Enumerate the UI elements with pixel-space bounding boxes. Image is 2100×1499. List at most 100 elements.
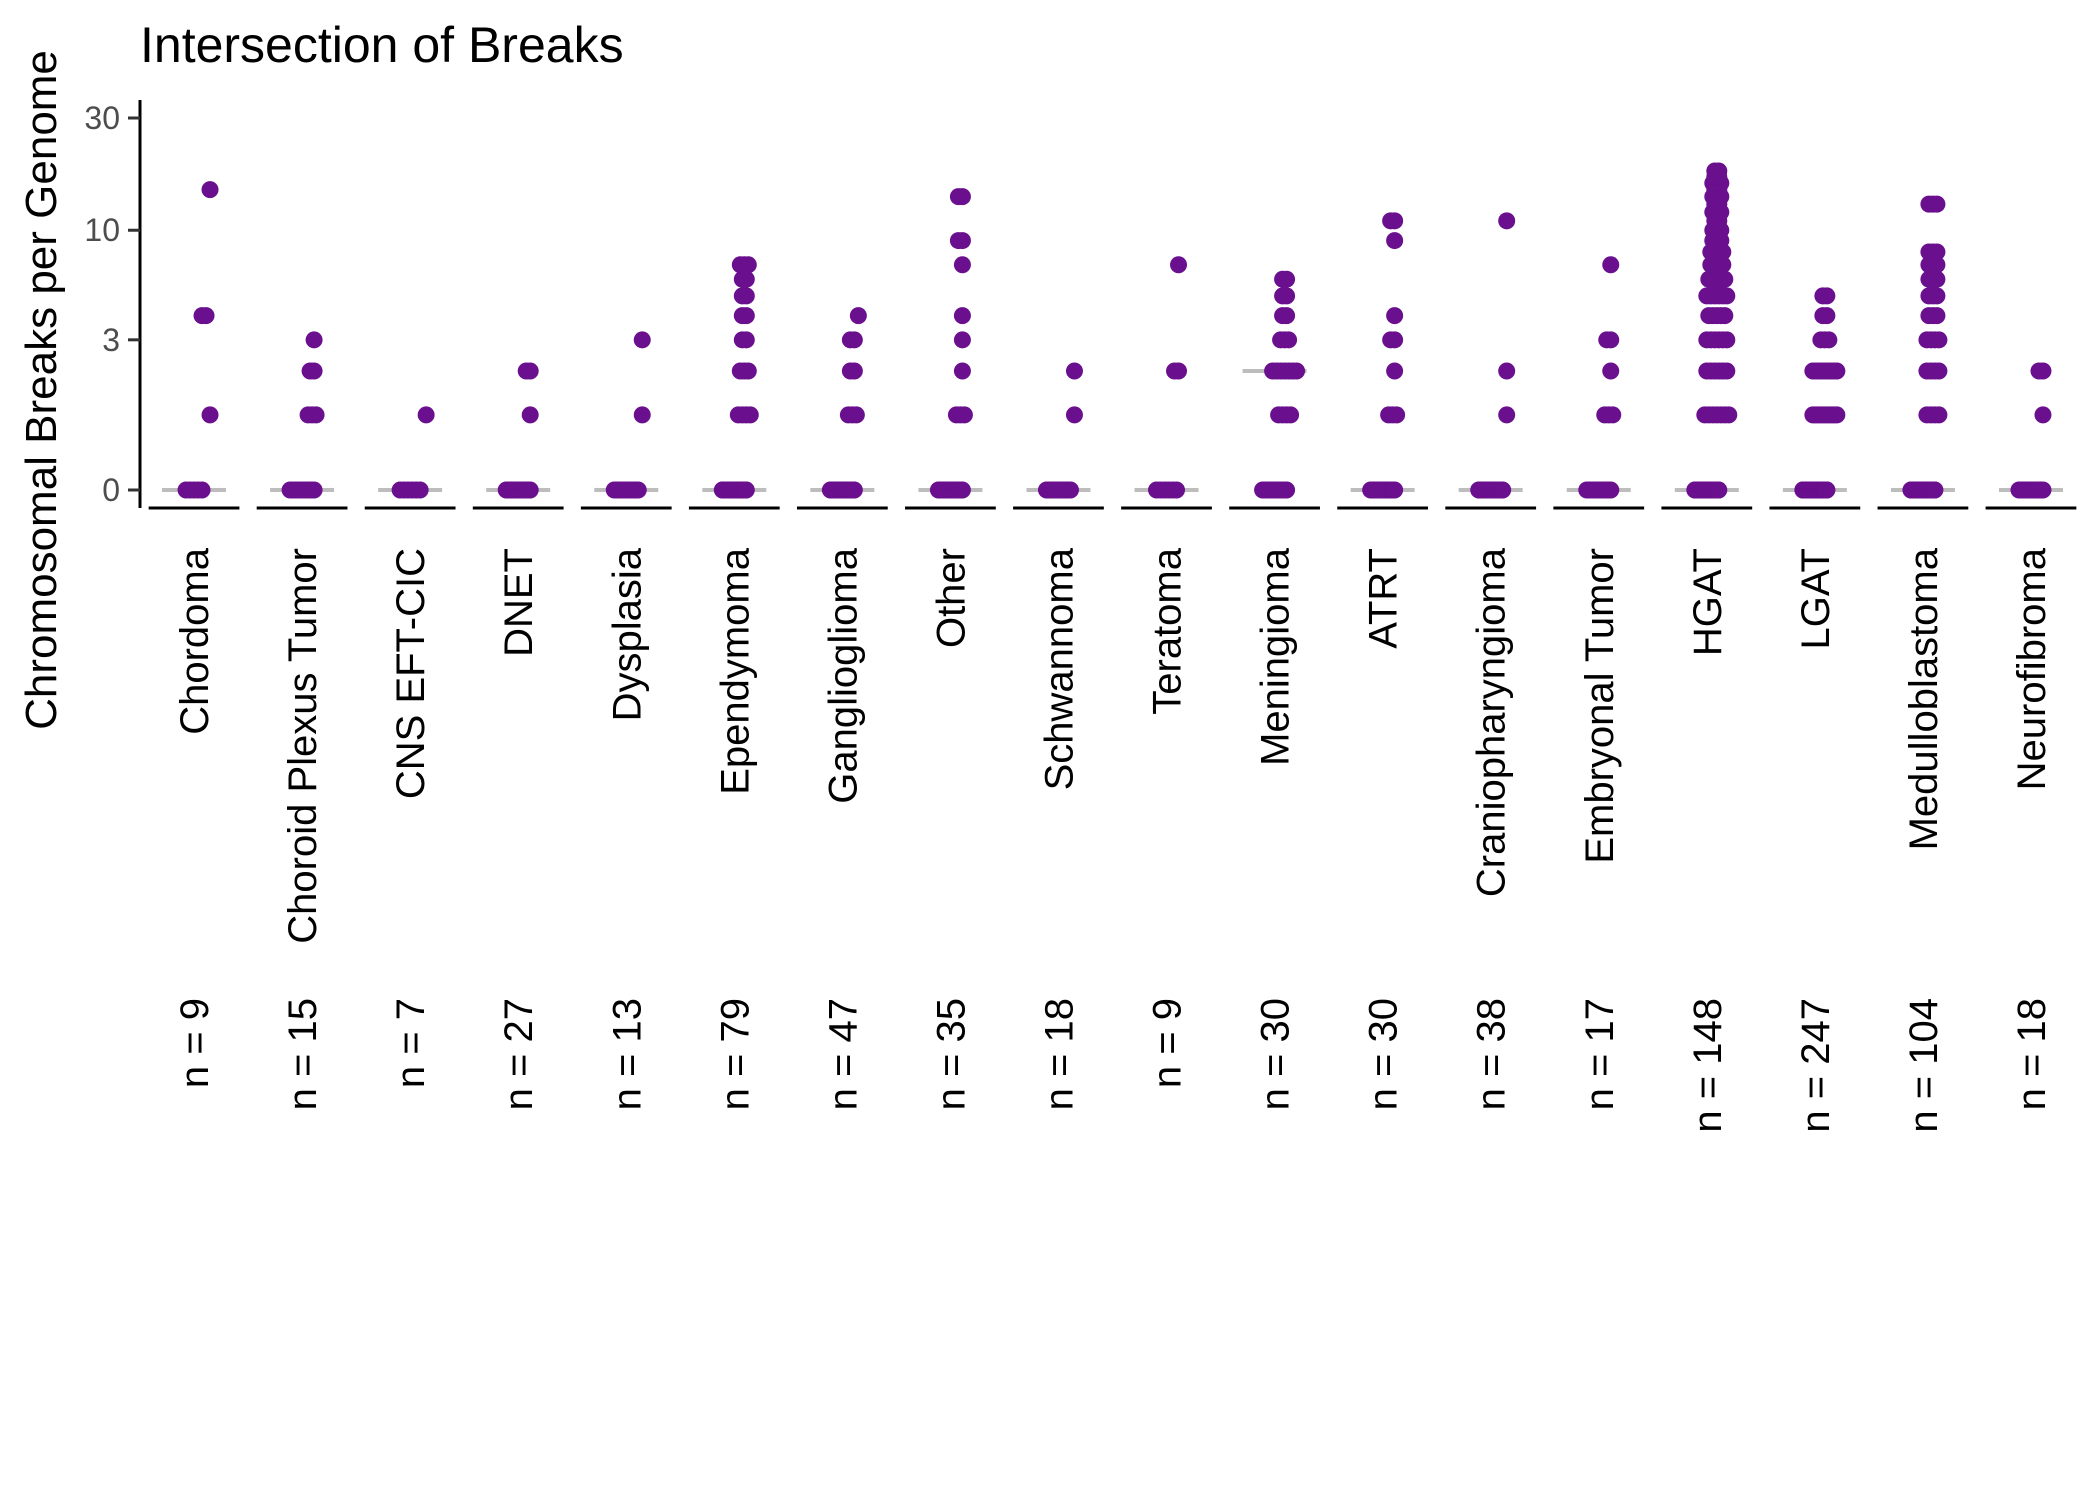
y-tick-label: 3 (102, 322, 120, 358)
chart-title: Intersection of Breaks (140, 17, 624, 73)
y-tick-label: 10 (84, 212, 120, 248)
data-point (953, 256, 971, 274)
data-point (1498, 406, 1516, 424)
data-point (201, 406, 219, 424)
data-point (953, 362, 971, 380)
n-count-label: n = 9 (1146, 998, 1190, 1088)
category-label: Teratoma (1146, 547, 1190, 714)
data-point (633, 406, 651, 424)
data-point (1278, 287, 1296, 305)
data-point (953, 481, 971, 499)
data-point (1061, 481, 1079, 499)
data-point (1386, 212, 1404, 230)
data-point (1718, 287, 1736, 305)
data-point (633, 331, 651, 349)
y-axis-label: Chromosomal Breaks per Genome (17, 50, 66, 730)
data-point (1930, 362, 1948, 380)
data-point (1280, 331, 1298, 349)
data-point (1928, 195, 1946, 213)
category-label: HGAT (1686, 548, 1730, 656)
data-point (1386, 331, 1404, 349)
y-axis: 0 3 10 30 (84, 100, 142, 508)
data-point (1498, 362, 1516, 380)
data-point (737, 481, 755, 499)
data-point (1818, 287, 1836, 305)
data-point (955, 406, 973, 424)
data-point (953, 331, 971, 349)
data-point (953, 188, 971, 206)
category-label: LGAT (1794, 548, 1838, 650)
data-point (1065, 362, 1083, 380)
data-point (1828, 362, 1846, 380)
data-point (1278, 307, 1296, 325)
n-count-label: n = 18 (1037, 998, 1081, 1110)
data-point (737, 331, 755, 349)
category-label: Ependymoma (713, 547, 757, 795)
n-count-label: n = 30 (1362, 998, 1406, 1110)
data-point (953, 232, 971, 250)
data-point (629, 481, 647, 499)
data-point (197, 307, 215, 325)
data-point (1278, 270, 1296, 288)
category-label: Dysplasia (605, 547, 649, 721)
data-point (2034, 406, 2052, 424)
data-point (1288, 362, 1306, 380)
y-tick-label: 30 (84, 100, 120, 136)
n-count-label: n = 13 (605, 998, 649, 1110)
data-point (1928, 287, 1946, 305)
data-point (1714, 256, 1732, 274)
n-count-label: n = 27 (497, 998, 541, 1110)
data-point (1282, 406, 1300, 424)
data-point (305, 362, 323, 380)
data-point (1710, 162, 1728, 180)
data-point (737, 307, 755, 325)
data-point (1602, 362, 1620, 380)
data-point (1494, 481, 1512, 499)
data-point (741, 406, 759, 424)
data-point (1928, 307, 1946, 325)
data-point (1718, 362, 1736, 380)
data-point (1388, 406, 1406, 424)
data-point (201, 181, 219, 199)
data-point (1718, 331, 1736, 349)
data-point (1928, 243, 1946, 261)
category-label: Neurofibroma (2010, 547, 2054, 790)
category-label: Craniopharyngioma (1470, 547, 1514, 897)
data-point (2034, 362, 2052, 380)
n-count-label: n = 35 (929, 998, 973, 1110)
n-count-label: n = 148 (1686, 998, 1730, 1133)
n-count-label: n = 79 (713, 998, 757, 1110)
category-label: CNS EFT-CIC (389, 548, 433, 799)
data-point (417, 406, 435, 424)
x-axis: Chordoma n = 9 Choroid Plexus Tumor n = 15 C… (148, 506, 2077, 1133)
category-label: Meningioma (1254, 547, 1298, 766)
category-label: Embryonal Tumor (1578, 548, 1622, 864)
data-point (193, 481, 211, 499)
data-point (1828, 406, 1846, 424)
data-point (1928, 270, 1946, 288)
n-count-label: n = 30 (1254, 998, 1298, 1110)
data-point (849, 307, 867, 325)
n-count-label: n = 47 (821, 998, 865, 1110)
n-count-label: n = 7 (389, 998, 433, 1088)
data-point (1386, 481, 1404, 499)
data-point (847, 406, 865, 424)
data-point (1716, 270, 1734, 288)
data-point (521, 481, 539, 499)
data-point (1818, 481, 1836, 499)
data-point (1710, 481, 1728, 499)
data-point (521, 362, 539, 380)
category-label: Other (929, 548, 973, 648)
data-point (1602, 331, 1620, 349)
category-label: Schwannoma (1037, 547, 1081, 790)
data-point (1928, 256, 1946, 274)
data-point (1170, 256, 1188, 274)
data-point (1170, 362, 1188, 380)
data-point (1818, 307, 1836, 325)
data-point (737, 270, 755, 288)
category-label: Ganglioglioma (821, 547, 865, 803)
data-point (1604, 406, 1622, 424)
data-point (1716, 307, 1734, 325)
data-point (739, 362, 757, 380)
